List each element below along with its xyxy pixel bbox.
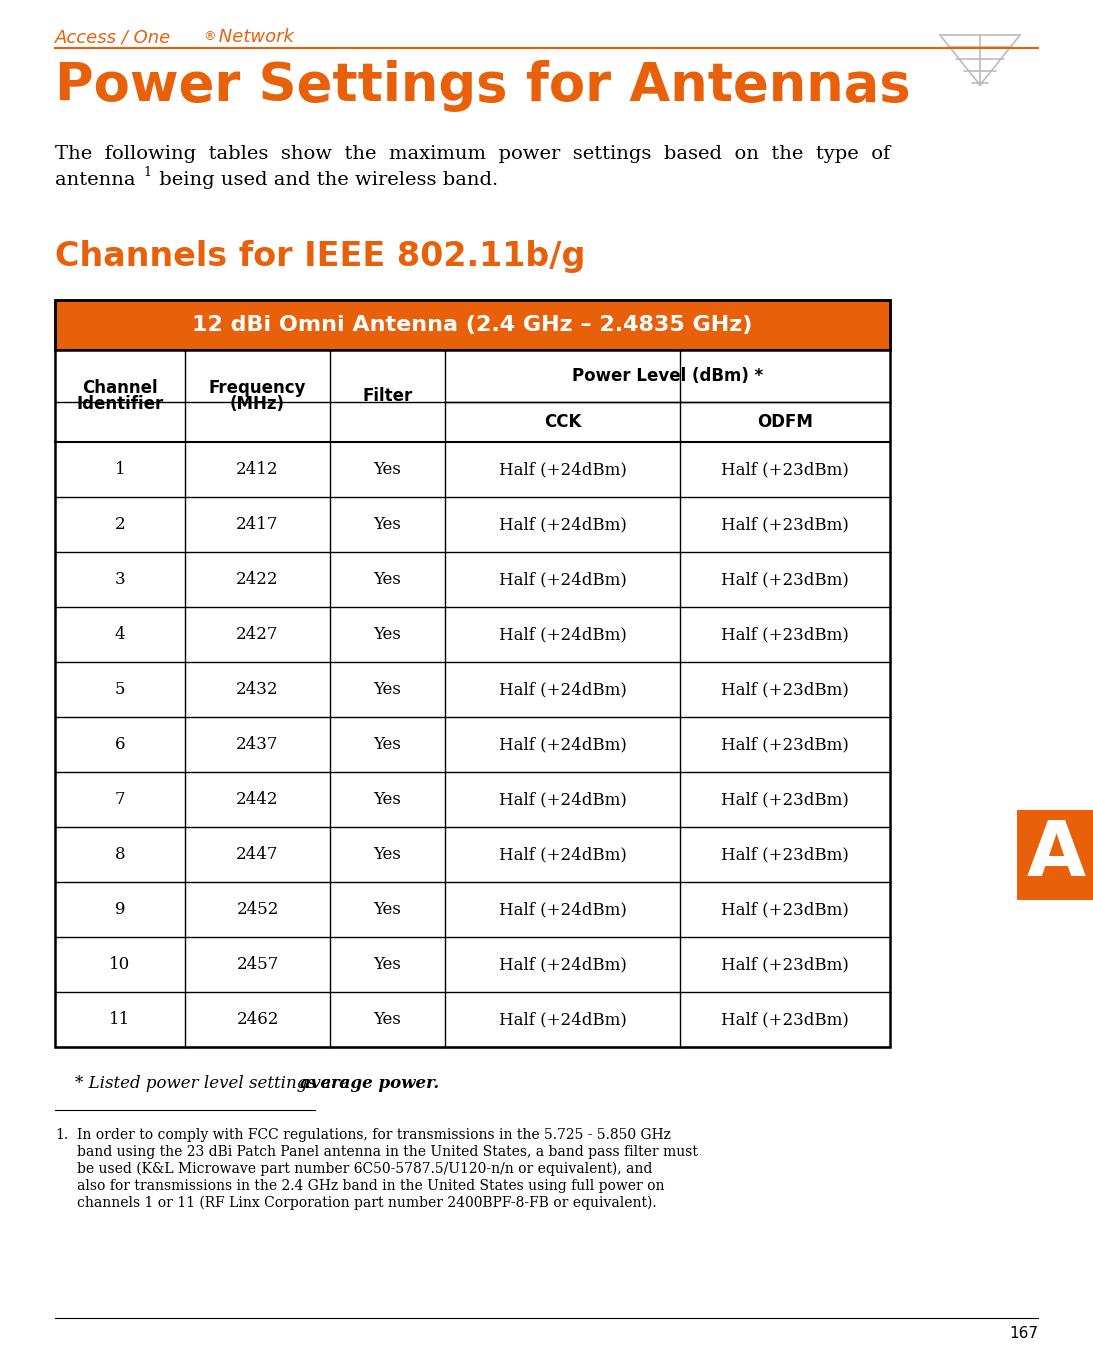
Text: Half (+24dBm): Half (+24dBm) <box>498 846 626 862</box>
Text: Half (+24dBm): Half (+24dBm) <box>498 956 626 974</box>
Text: Half (+23dBm): Half (+23dBm) <box>721 626 849 643</box>
Text: Yes: Yes <box>374 571 401 589</box>
Text: 2437: 2437 <box>236 736 279 753</box>
Text: 2452: 2452 <box>236 900 279 918</box>
Text: Power Level (dBm) *: Power Level (dBm) * <box>572 367 763 385</box>
Text: 2: 2 <box>115 517 126 533</box>
Text: * Listed power level settings are: * Listed power level settings are <box>75 1075 354 1092</box>
Text: 12 dBi Omni Antenna (2.4 GHz – 2.4835 GHz): 12 dBi Omni Antenna (2.4 GHz – 2.4835 GH… <box>192 315 753 335</box>
Text: 11: 11 <box>109 1012 131 1028</box>
Bar <box>1016 810 1093 899</box>
Text: CCK: CCK <box>544 414 581 431</box>
Text: A: A <box>1026 818 1085 891</box>
Text: 10: 10 <box>109 956 131 974</box>
Text: Yes: Yes <box>374 1012 401 1028</box>
Text: Half (+23dBm): Half (+23dBm) <box>721 461 849 479</box>
Text: 5: 5 <box>115 681 126 698</box>
Text: Channel: Channel <box>82 378 157 397</box>
Text: 2442: 2442 <box>236 791 279 808</box>
Text: Half (+23dBm): Half (+23dBm) <box>721 681 849 698</box>
Text: Channels for IEEE 802.11b/g: Channels for IEEE 802.11b/g <box>55 240 586 273</box>
Bar <box>55 300 890 350</box>
Text: (MHz): (MHz) <box>230 395 285 414</box>
Text: 7: 7 <box>115 791 126 808</box>
Text: also for transmissions in the 2.4 GHz band in the United States using full power: also for transmissions in the 2.4 GHz ba… <box>77 1178 665 1193</box>
Text: The  following  tables  show  the  maximum  power  settings  based  on  the  typ: The following tables show the maximum po… <box>55 145 891 163</box>
Text: 1: 1 <box>115 461 126 479</box>
Text: Yes: Yes <box>374 956 401 974</box>
Text: ODFM: ODFM <box>757 414 813 431</box>
Text: Half (+23dBm): Half (+23dBm) <box>721 571 849 589</box>
Text: Half (+23dBm): Half (+23dBm) <box>721 900 849 918</box>
Text: Half (+23dBm): Half (+23dBm) <box>721 1012 849 1028</box>
Text: Yes: Yes <box>374 681 401 698</box>
Text: Half (+24dBm): Half (+24dBm) <box>498 571 626 589</box>
Text: Half (+24dBm): Half (+24dBm) <box>498 461 626 479</box>
Text: Yes: Yes <box>374 626 401 643</box>
Text: 1.: 1. <box>55 1128 68 1142</box>
Text: Yes: Yes <box>374 461 401 479</box>
Text: 6: 6 <box>115 736 126 753</box>
Text: 2422: 2422 <box>236 571 279 589</box>
Text: Yes: Yes <box>374 736 401 753</box>
Text: be used (K&L Microwave part number 6C50-5787.5/U120-n/n or equivalent), and: be used (K&L Microwave part number 6C50-… <box>77 1162 653 1177</box>
Text: Yes: Yes <box>374 517 401 533</box>
Text: Half (+23dBm): Half (+23dBm) <box>721 956 849 974</box>
Text: 2417: 2417 <box>236 517 279 533</box>
Text: Half (+24dBm): Half (+24dBm) <box>498 626 626 643</box>
Text: 2432: 2432 <box>236 681 279 698</box>
Text: 1: 1 <box>143 165 151 179</box>
Text: 4: 4 <box>115 626 126 643</box>
Text: antenna: antenna <box>55 171 136 188</box>
Text: Half (+24dBm): Half (+24dBm) <box>498 900 626 918</box>
Text: Frequency: Frequency <box>209 378 306 397</box>
Text: channels 1 or 11 (RF Linx Corporation part number 2400BPF-8-FB or equivalent).: channels 1 or 11 (RF Linx Corporation pa… <box>77 1196 657 1211</box>
Text: 3: 3 <box>115 571 126 589</box>
Text: band using the 23 dBi Patch Panel antenna in the United States, a band pass filt: band using the 23 dBi Patch Panel antenn… <box>77 1144 697 1159</box>
Text: 8: 8 <box>115 846 126 862</box>
Text: 9: 9 <box>115 900 126 918</box>
Text: 2447: 2447 <box>236 846 279 862</box>
Text: Half (+24dBm): Half (+24dBm) <box>498 791 626 808</box>
Text: Half (+23dBm): Half (+23dBm) <box>721 846 849 862</box>
Text: Half (+24dBm): Half (+24dBm) <box>498 736 626 753</box>
Text: Filter: Filter <box>363 386 413 405</box>
Text: Power Settings for Antennas: Power Settings for Antennas <box>55 60 910 113</box>
Bar <box>55 300 890 1047</box>
Text: 167: 167 <box>1009 1326 1038 1341</box>
Text: Half (+23dBm): Half (+23dBm) <box>721 517 849 533</box>
Text: In order to comply with FCC regulations, for transmissions in the 5.725 - 5.850 : In order to comply with FCC regulations,… <box>77 1128 671 1142</box>
Text: Half (+24dBm): Half (+24dBm) <box>498 517 626 533</box>
Text: Half (+24dBm): Half (+24dBm) <box>498 1012 626 1028</box>
Text: being used and the wireless band.: being used and the wireless band. <box>153 171 498 188</box>
Text: 2457: 2457 <box>236 956 279 974</box>
Text: Half (+23dBm): Half (+23dBm) <box>721 791 849 808</box>
Text: ®: ® <box>203 30 215 43</box>
Text: Access / One: Access / One <box>55 28 172 46</box>
Text: average power.: average power. <box>299 1075 439 1092</box>
Text: Half (+24dBm): Half (+24dBm) <box>498 681 626 698</box>
Text: Half (+23dBm): Half (+23dBm) <box>721 736 849 753</box>
Text: Identifier: Identifier <box>77 395 164 414</box>
Text: Yes: Yes <box>374 900 401 918</box>
Text: Yes: Yes <box>374 791 401 808</box>
Text: Yes: Yes <box>374 846 401 862</box>
Text: Network: Network <box>213 28 294 46</box>
Text: 2427: 2427 <box>236 626 279 643</box>
Text: 2462: 2462 <box>236 1012 279 1028</box>
Text: 2412: 2412 <box>236 461 279 479</box>
Bar <box>55 350 890 442</box>
